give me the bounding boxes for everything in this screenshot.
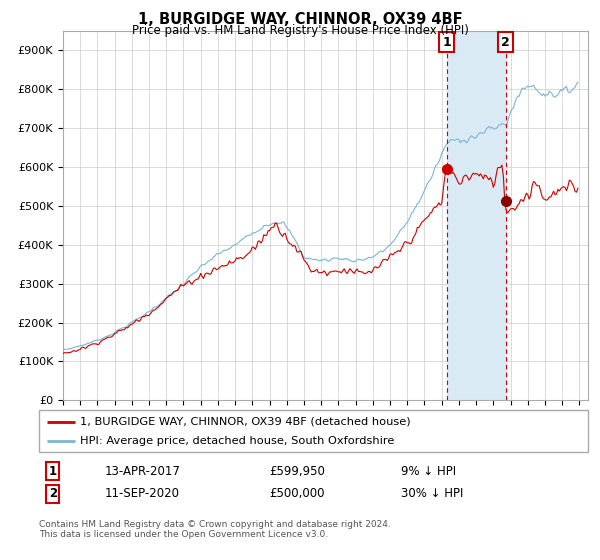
Text: 9% ↓ HPI: 9% ↓ HPI [401, 464, 457, 478]
Text: 13-APR-2017: 13-APR-2017 [105, 464, 181, 478]
Text: Contains HM Land Registry data © Crown copyright and database right 2024.
This d: Contains HM Land Registry data © Crown c… [39, 520, 391, 539]
Bar [446, 31, 506, 400]
Text: 1: 1 [49, 464, 57, 478]
Text: 30% ↓ HPI: 30% ↓ HPI [401, 487, 464, 500]
Text: 1, BURGIDGE WAY, CHINNOR, OX39 4BF (detached house): 1, BURGIDGE WAY, CHINNOR, OX39 4BF (deta… [80, 417, 411, 427]
Text: Price paid vs. HM Land Registry's House Price Index (HPI): Price paid vs. HM Land Registry's House … [131, 24, 469, 36]
Text: 2: 2 [501, 36, 510, 49]
Text: £500,000: £500,000 [269, 487, 325, 500]
Text: HPI: Average price, detached house, South Oxfordshire: HPI: Average price, detached house, Sout… [80, 436, 395, 446]
Text: 11-SEP-2020: 11-SEP-2020 [105, 487, 180, 500]
Text: 2: 2 [49, 487, 57, 500]
Text: £599,950: £599,950 [269, 464, 325, 478]
FancyBboxPatch shape [39, 410, 588, 452]
Text: 1, BURGIDGE WAY, CHINNOR, OX39 4BF: 1, BURGIDGE WAY, CHINNOR, OX39 4BF [137, 12, 463, 27]
Text: 1: 1 [442, 36, 451, 49]
